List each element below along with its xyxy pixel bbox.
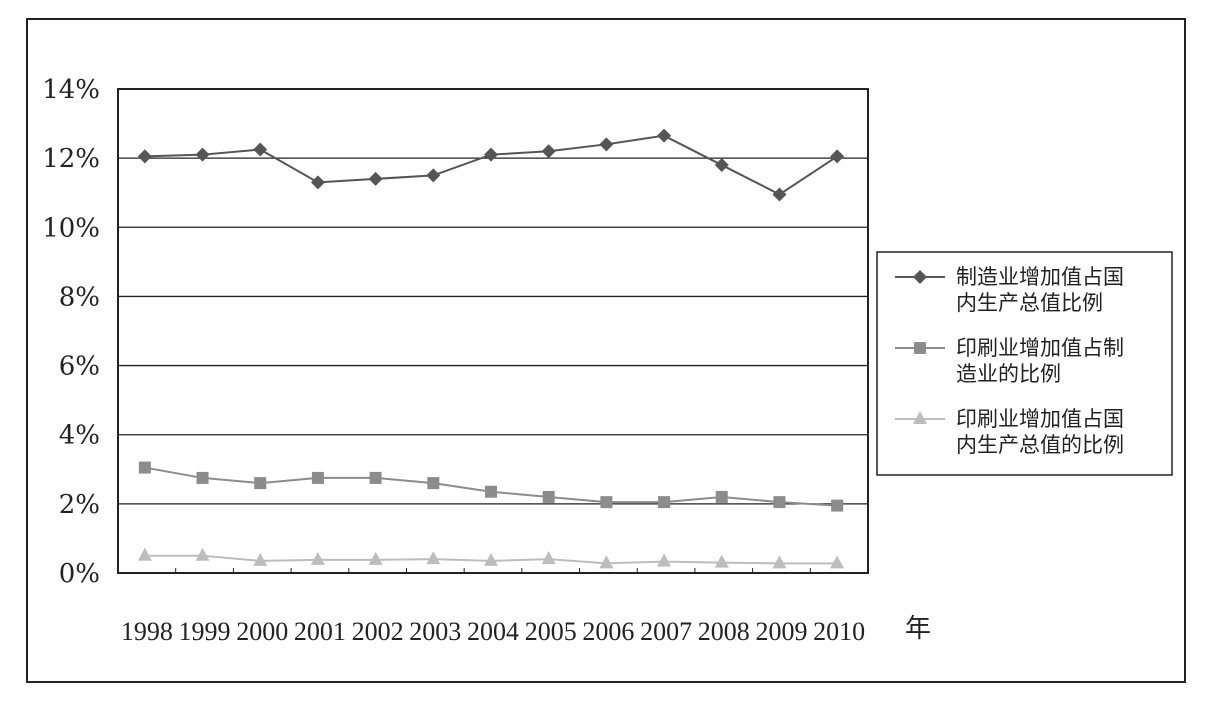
legend-label: 印刷业增加值占国 <box>956 407 1124 431</box>
y-tick-label: 4% <box>59 421 100 451</box>
data-point <box>137 149 152 164</box>
legend-label: 内生产总值的比例 <box>956 433 1124 457</box>
data-point <box>657 553 672 567</box>
x-tick-label: 1999 <box>179 617 231 646</box>
x-tick-label: 2003 <box>409 617 461 646</box>
y-tick-label: 0% <box>59 559 100 589</box>
data-point <box>773 496 786 509</box>
x-tick-label: 2005 <box>525 617 577 646</box>
series-2 <box>138 461 844 512</box>
gridlines <box>118 157 868 505</box>
x-tick-label: 2006 <box>582 617 634 646</box>
legend-label: 内生产总值比例 <box>956 291 1103 315</box>
data-point <box>254 477 267 490</box>
y-axis: 0% 2% 4% 6% 8% 10% 12% 14% <box>42 75 100 589</box>
data-point <box>541 144 556 159</box>
data-point <box>196 471 209 484</box>
legend-label: 印刷业增加值占制 <box>956 336 1124 360</box>
x-axis: 1998 1999 2000 2001 2002 2003 2004 2005 2006 2007… <box>117 568 869 646</box>
x-tick-label: 2008 <box>698 617 750 646</box>
data-point <box>599 555 614 569</box>
legend: 制造业增加值占国内生产总值比例印刷业增加值占制造业的比例印刷业增加值占国内生产总… <box>876 251 1173 476</box>
data-point <box>715 490 728 503</box>
data-point <box>830 555 845 569</box>
data-point <box>484 552 498 566</box>
data-point <box>253 142 268 157</box>
data-point <box>714 158 729 173</box>
data-point <box>484 147 498 162</box>
data-point <box>253 552 268 566</box>
data-point <box>427 477 440 490</box>
data-point <box>830 149 845 164</box>
legend-label: 造业的比例 <box>956 362 1061 386</box>
data-point <box>138 461 151 474</box>
data-point <box>542 490 555 503</box>
legend-marker <box>913 270 927 284</box>
series-line <box>144 134 838 196</box>
data-point <box>368 171 383 186</box>
data-point <box>772 555 787 569</box>
data-point <box>657 128 672 143</box>
x-tick-label: 2001 <box>294 617 346 646</box>
x-tick-label: 2000 <box>236 617 288 646</box>
series-layer <box>137 128 845 569</box>
data-point <box>426 168 441 183</box>
x-tick-label: 2010 <box>813 617 865 646</box>
y-tick-label: 6% <box>59 352 100 382</box>
y-tick-label: 14% <box>42 75 100 105</box>
legend-marker <box>913 411 927 424</box>
data-point <box>485 485 497 498</box>
plot-area <box>117 88 869 574</box>
data-point <box>658 496 671 509</box>
legend-marker <box>914 342 926 354</box>
data-point <box>195 547 210 561</box>
data-point <box>368 551 383 565</box>
data-point <box>426 551 441 565</box>
x-tick-label: 1998 <box>121 617 173 646</box>
y-tick-label: 10% <box>42 213 100 243</box>
series-1 <box>137 128 845 202</box>
data-point <box>310 175 325 190</box>
y-tick-label: 2% <box>59 490 100 520</box>
legend-label: 制造业增加值占国 <box>956 265 1124 289</box>
x-tick-label: 2007 <box>640 617 692 646</box>
data-point <box>369 471 382 484</box>
data-point <box>600 496 613 509</box>
data-point <box>599 137 614 152</box>
data-point <box>137 547 152 561</box>
data-point <box>311 471 324 484</box>
y-tick-label: 12% <box>42 144 100 174</box>
x-tick-label: 2002 <box>352 617 404 646</box>
data-point <box>195 147 210 162</box>
legend-box <box>876 251 1173 476</box>
x-tick-label: 2009 <box>755 617 807 646</box>
data-point <box>714 554 729 568</box>
series-3 <box>137 547 845 569</box>
y-tick-label: 8% <box>59 282 100 312</box>
x-tick-label: 2004 <box>467 617 519 646</box>
data-point <box>310 551 325 565</box>
data-point <box>831 499 844 512</box>
data-point <box>772 187 787 202</box>
x-axis-label: 年 <box>905 614 931 643</box>
data-point <box>541 551 556 565</box>
